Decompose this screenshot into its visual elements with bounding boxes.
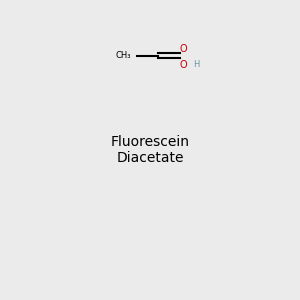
Text: H: H [193, 59, 200, 69]
Text: Fluorescein
Diacetate: Fluorescein Diacetate [110, 135, 190, 165]
Text: CH₃: CH₃ [116, 51, 131, 60]
Text: O: O [180, 44, 187, 54]
Text: O: O [180, 59, 187, 70]
